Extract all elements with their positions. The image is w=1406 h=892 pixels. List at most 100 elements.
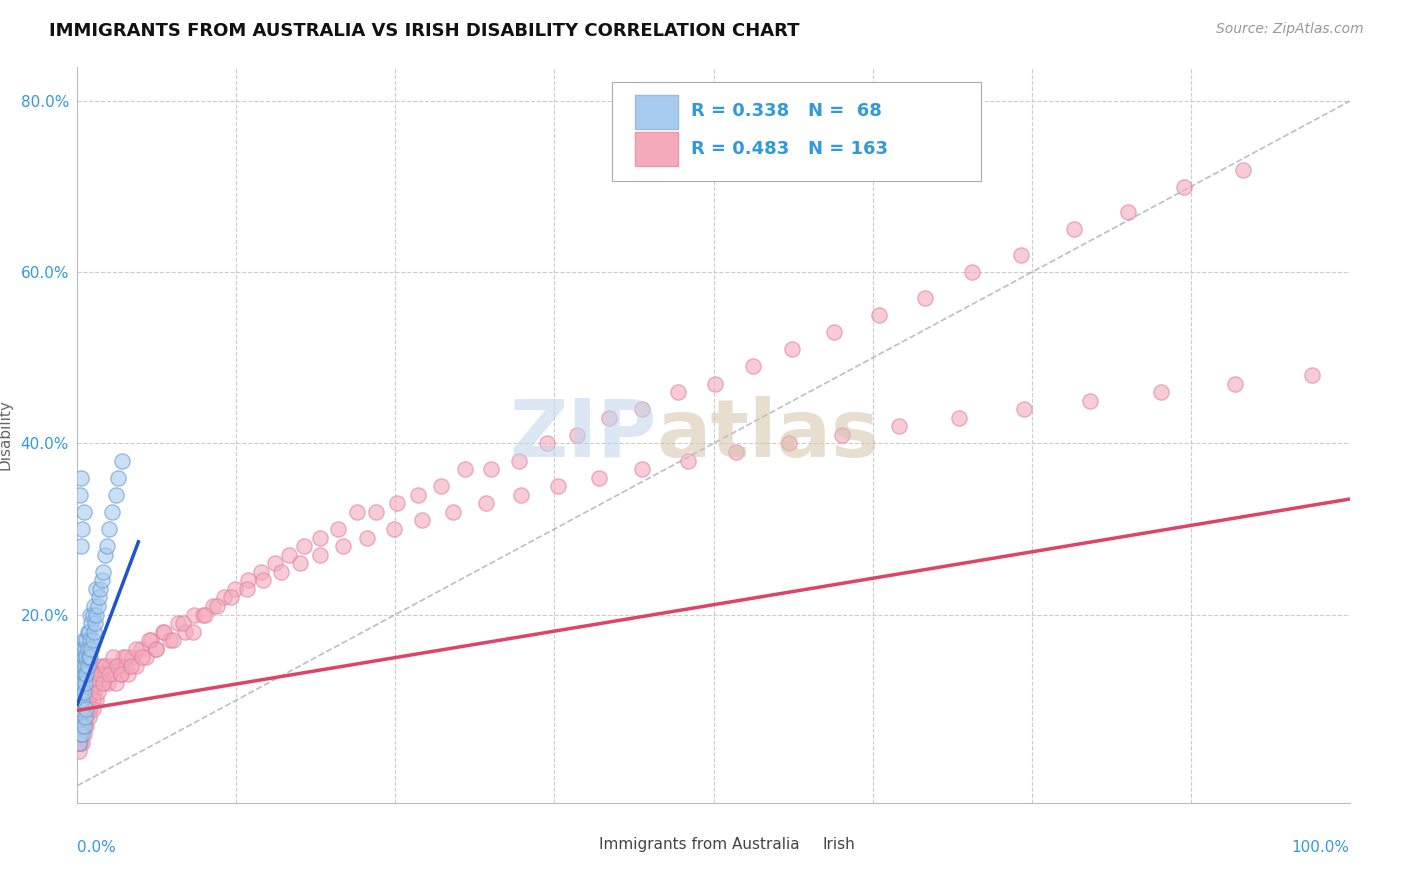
- Point: [77, 701, 100, 715]
- Point: [207, 599, 229, 613]
- Point: [86, 667, 108, 681]
- Point: [96, 539, 118, 553]
- Point: [86, 693, 108, 707]
- Point: [101, 650, 124, 665]
- Point: [328, 522, 350, 536]
- Point: [73, 719, 96, 733]
- Point: [84, 616, 107, 631]
- Point: [77, 710, 100, 724]
- Point: [67, 710, 90, 724]
- Point: [79, 701, 101, 715]
- Point: [631, 462, 654, 476]
- Point: [76, 641, 98, 656]
- Point: [778, 436, 800, 450]
- Point: [69, 676, 91, 690]
- Point: [598, 410, 620, 425]
- Point: [441, 505, 464, 519]
- Point: [1118, 205, 1140, 219]
- Point: [70, 719, 93, 733]
- Point: [104, 488, 127, 502]
- Point: [86, 684, 108, 698]
- Point: [72, 650, 94, 665]
- Point: [73, 684, 96, 698]
- Point: [135, 650, 157, 665]
- Point: [83, 599, 105, 613]
- Point: [72, 676, 94, 690]
- Point: [72, 727, 94, 741]
- Point: [73, 676, 96, 690]
- Point: [87, 676, 110, 690]
- Point: [475, 496, 498, 510]
- Point: [73, 659, 96, 673]
- Point: [236, 574, 259, 588]
- Point: [181, 624, 204, 639]
- Point: [73, 633, 96, 648]
- Point: [346, 505, 368, 519]
- Point: [107, 470, 129, 484]
- Point: [676, 453, 699, 467]
- Point: [89, 659, 111, 673]
- Point: [76, 624, 98, 639]
- Point: [224, 582, 246, 596]
- Point: [111, 453, 134, 467]
- Point: [77, 684, 100, 698]
- Point: [82, 667, 104, 681]
- Point: [117, 667, 139, 681]
- Point: [79, 633, 101, 648]
- Point: [69, 727, 91, 741]
- Text: Source: ZipAtlas.com: Source: ZipAtlas.com: [1216, 22, 1364, 37]
- Point: [666, 385, 689, 400]
- Point: [70, 719, 93, 733]
- Point: [120, 659, 142, 673]
- Text: Immigrants from Australia: Immigrants from Australia: [599, 838, 800, 852]
- Point: [112, 650, 135, 665]
- Point: [277, 548, 299, 562]
- Point: [73, 505, 96, 519]
- Point: [252, 574, 274, 588]
- Point: [67, 710, 90, 724]
- Point: [89, 667, 111, 681]
- Point: [831, 427, 853, 442]
- Point: [183, 607, 205, 622]
- Point: [75, 667, 97, 681]
- Point: [193, 607, 215, 622]
- Point: [86, 607, 108, 622]
- Point: [67, 693, 90, 707]
- Point: [309, 548, 332, 562]
- Point: [382, 522, 405, 536]
- Text: ZIP: ZIP: [509, 396, 657, 474]
- Point: [82, 701, 104, 715]
- Point: [72, 684, 94, 698]
- Point: [69, 488, 91, 502]
- Point: [100, 659, 122, 673]
- Point: [212, 591, 235, 605]
- Point: [454, 462, 477, 476]
- Point: [80, 616, 103, 631]
- Point: [82, 693, 104, 707]
- Point: [1011, 248, 1033, 262]
- Point: [70, 667, 93, 681]
- Point: [288, 556, 311, 570]
- Point: [510, 488, 533, 502]
- Point: [83, 684, 105, 698]
- Point: [125, 641, 148, 656]
- Point: [70, 650, 93, 665]
- Point: [73, 667, 96, 681]
- Point: [76, 693, 98, 707]
- Point: [100, 505, 122, 519]
- Point: [107, 659, 129, 673]
- Text: 100.0%: 100.0%: [1292, 839, 1350, 855]
- Point: [80, 641, 103, 656]
- Point: [67, 676, 90, 690]
- Point: [70, 701, 93, 715]
- Point: [73, 710, 96, 724]
- Point: [69, 641, 91, 656]
- Point: [82, 607, 104, 622]
- Text: R = 0.338   N =  68: R = 0.338 N = 68: [690, 102, 882, 120]
- Point: [1301, 368, 1323, 382]
- Point: [75, 719, 97, 733]
- Point: [145, 641, 167, 656]
- Point: [742, 359, 765, 374]
- Point: [86, 599, 108, 613]
- Point: [868, 308, 890, 322]
